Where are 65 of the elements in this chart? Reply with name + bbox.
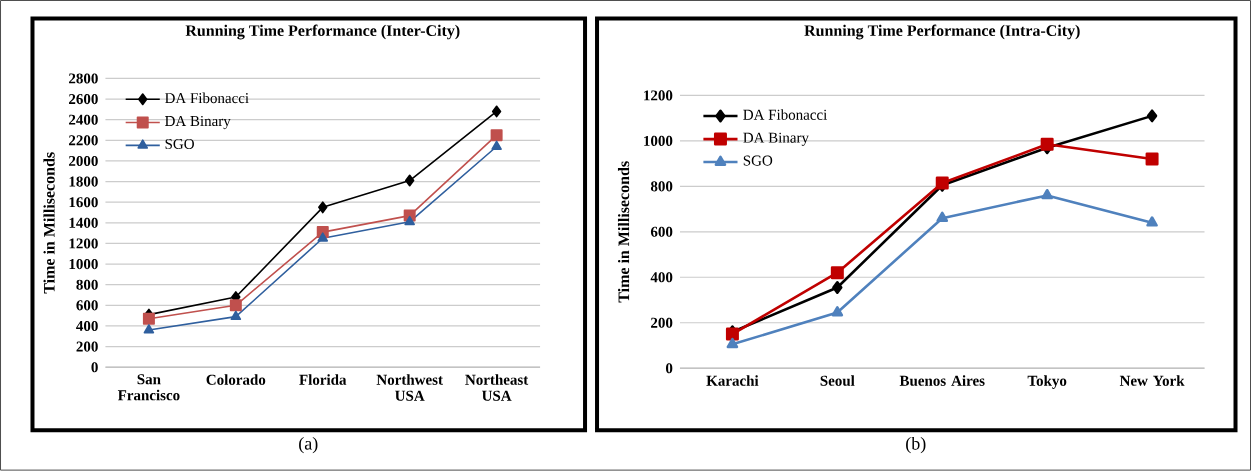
y-tick-label: 2600 — [69, 94, 98, 105]
point — [404, 215, 415, 226]
point — [404, 174, 415, 187]
x-tick-label: San Francisco — [117, 374, 180, 401]
x-tick-label: Colorado — [206, 374, 266, 385]
point — [1040, 137, 1054, 151]
y-tick-label: 1200 — [69, 238, 98, 249]
x-tick-label: Florida — [299, 374, 347, 385]
y-tick-label: 1400 — [69, 217, 98, 229]
point — [830, 266, 844, 280]
y-tick-label: 600 — [76, 300, 98, 311]
chart-title: Running Time Performance (Intra-City) — [804, 24, 1080, 40]
y-tick-label: 2000 — [69, 156, 98, 167]
point — [317, 232, 329, 242]
legend-label: SGO — [165, 139, 194, 150]
x-tick-label: Northwest USA — [376, 374, 443, 401]
text: (b) — [906, 437, 926, 454]
x-tick-label: Karachi — [706, 375, 759, 386]
y-tick-label: 0 — [665, 363, 673, 374]
legend-label: DA Binary — [743, 132, 809, 146]
y-tick-label: 200 — [76, 341, 98, 352]
y-tick-label: 1800 — [69, 176, 98, 187]
x-tick-label: Buenos Aires — [899, 375, 985, 387]
x-tick-label: Seoul — [820, 375, 855, 387]
point — [143, 324, 155, 334]
y-tick-label: 400 — [650, 272, 673, 283]
y-tick-label: 1000 — [69, 259, 98, 270]
y-tick-label: 800 — [76, 279, 98, 290]
x-tick-label: Tokyo — [1027, 375, 1067, 390]
y-tick-label: 2800 — [69, 73, 98, 84]
legend-label: DA Fibonacci — [165, 92, 249, 104]
y-tick-label: 200 — [651, 317, 673, 328]
y-axis-title: Time in Milliseconds — [43, 152, 55, 294]
point — [1146, 109, 1158, 123]
point — [1146, 216, 1158, 227]
point — [1041, 189, 1053, 200]
point — [491, 105, 502, 118]
point — [230, 310, 242, 321]
legend-label: DA Fibonacci — [743, 109, 828, 121]
point — [726, 338, 739, 349]
chart-title: Running Time Performance (Inter-City) — [185, 24, 460, 40]
y-tick-label: 600 — [650, 226, 673, 238]
point — [831, 306, 844, 317]
text: (a) — [299, 437, 318, 454]
y-tick-label: 2400 — [69, 114, 98, 125]
y-axis-title: Time in Milliseconds — [617, 161, 630, 303]
point — [229, 299, 242, 312]
point — [318, 201, 328, 214]
x-tick-label: New York — [1119, 375, 1185, 386]
legend-label: SGO — [743, 155, 773, 166]
point — [491, 140, 502, 151]
y-tick-label: 1200 — [644, 90, 673, 101]
x-tick-label: Northeast USA — [465, 374, 529, 401]
point — [1145, 152, 1159, 166]
y-tick-label: 1600 — [69, 197, 98, 208]
point — [832, 281, 843, 295]
y-tick-label: 0 — [91, 362, 98, 373]
point — [936, 211, 949, 223]
legend-label: DA Binary — [165, 116, 231, 130]
y-tick-label: 1000 — [644, 136, 673, 147]
y-tick-label: 400 — [76, 321, 98, 332]
point — [490, 129, 503, 142]
y-tick-label: 2200 — [69, 135, 98, 146]
point — [142, 312, 155, 325]
y-tick-label: 800 — [650, 181, 673, 192]
